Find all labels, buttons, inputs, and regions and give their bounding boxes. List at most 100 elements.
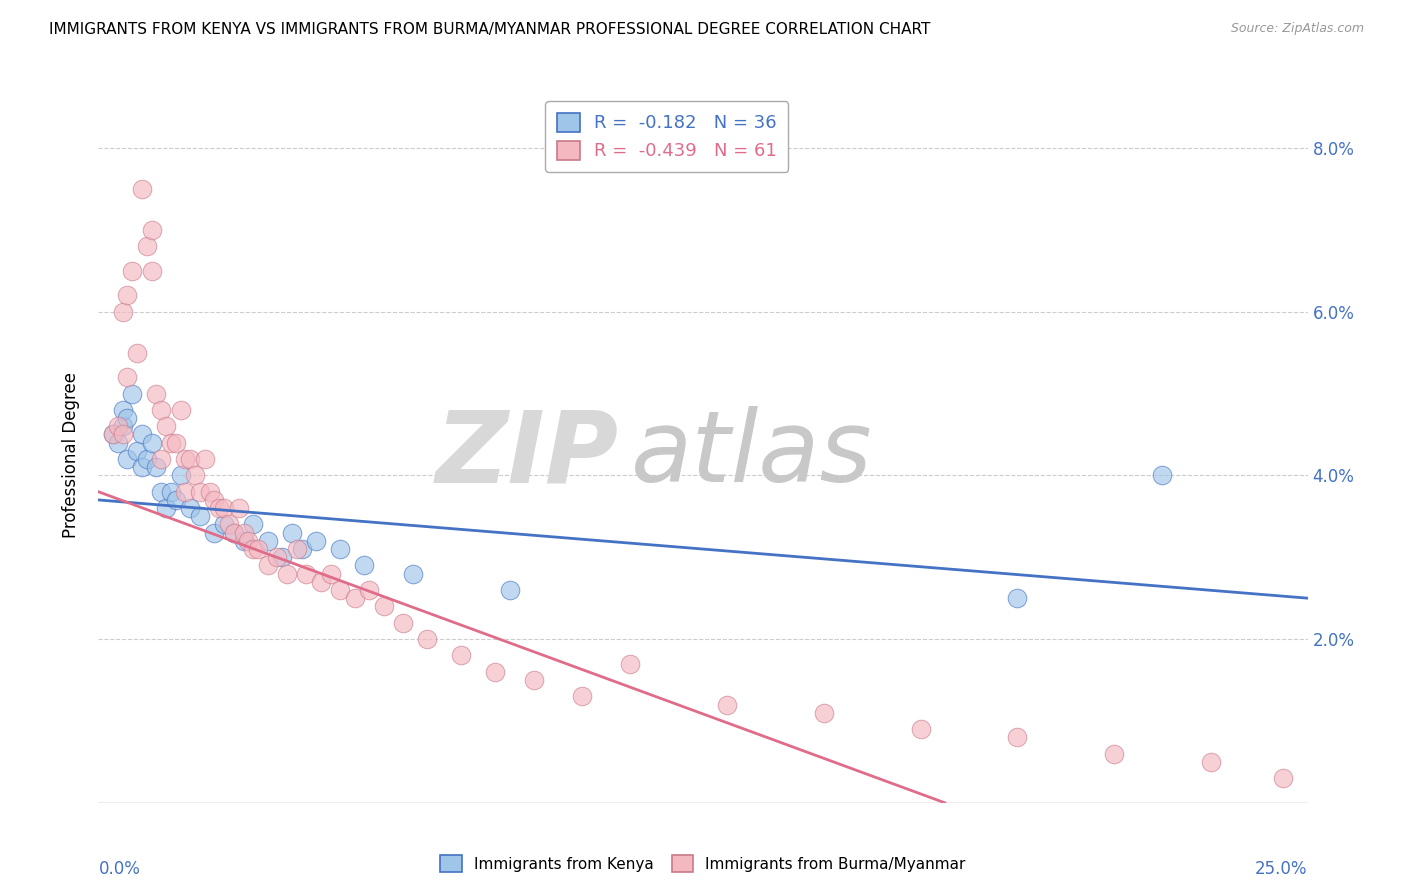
Point xyxy=(107,419,129,434)
Point xyxy=(121,386,143,401)
Point xyxy=(101,427,124,442)
Point xyxy=(150,452,173,467)
Text: 0.0%: 0.0% xyxy=(98,860,141,878)
Point xyxy=(1007,591,1029,606)
Point xyxy=(174,452,197,467)
Point xyxy=(169,403,191,417)
Point xyxy=(111,403,134,417)
Point xyxy=(242,517,264,532)
Point xyxy=(141,435,163,450)
Point xyxy=(402,566,425,581)
Point xyxy=(160,484,183,499)
Point xyxy=(145,386,167,401)
Point xyxy=(179,501,201,516)
Point xyxy=(285,542,308,557)
Point xyxy=(179,452,201,467)
Point xyxy=(204,525,226,540)
Point xyxy=(145,460,167,475)
Point xyxy=(107,435,129,450)
Point xyxy=(309,574,332,589)
Point xyxy=(111,304,134,318)
Point xyxy=(208,501,231,516)
Point xyxy=(135,239,157,253)
Point xyxy=(247,542,270,557)
Text: ZIP: ZIP xyxy=(436,407,619,503)
Point xyxy=(188,509,211,524)
Point xyxy=(392,615,415,630)
Point xyxy=(150,403,173,417)
Point xyxy=(329,542,352,557)
Point xyxy=(276,566,298,581)
Point xyxy=(373,599,395,614)
Point xyxy=(222,525,245,540)
Point xyxy=(141,264,163,278)
Point xyxy=(212,501,235,516)
Point xyxy=(1007,731,1029,745)
Point xyxy=(266,550,288,565)
Point xyxy=(232,525,254,540)
Point xyxy=(127,443,149,458)
Point xyxy=(165,435,187,450)
Point xyxy=(101,427,124,442)
Point xyxy=(155,419,177,434)
Point xyxy=(1272,771,1295,785)
Point xyxy=(716,698,738,712)
Point xyxy=(218,517,240,532)
Point xyxy=(484,665,506,679)
Point xyxy=(160,435,183,450)
Point xyxy=(523,673,546,687)
Point xyxy=(111,419,134,434)
Point xyxy=(222,525,245,540)
Text: 25.0%: 25.0% xyxy=(1256,860,1308,878)
Point xyxy=(131,460,153,475)
Y-axis label: Professional Degree: Professional Degree xyxy=(62,372,80,538)
Point xyxy=(910,722,932,736)
Point xyxy=(256,533,278,548)
Point xyxy=(165,492,187,507)
Point xyxy=(238,533,260,548)
Legend: Immigrants from Kenya, Immigrants from Burma/Myanmar: Immigrants from Kenya, Immigrants from B… xyxy=(433,847,973,880)
Point xyxy=(150,484,173,499)
Point xyxy=(155,501,177,516)
Text: atlas: atlas xyxy=(630,407,872,503)
Point xyxy=(141,223,163,237)
Point xyxy=(498,582,520,597)
Point xyxy=(188,484,211,499)
Point xyxy=(169,468,191,483)
Point xyxy=(271,550,294,565)
Point xyxy=(174,484,197,499)
Point xyxy=(359,582,381,597)
Point xyxy=(111,427,134,442)
Point xyxy=(1152,468,1174,483)
Point xyxy=(117,288,139,302)
Text: Source: ZipAtlas.com: Source: ZipAtlas.com xyxy=(1230,22,1364,36)
Point xyxy=(127,345,149,359)
Point xyxy=(242,542,264,557)
Legend: R =  -0.182   N = 36, R =  -0.439   N = 61: R = -0.182 N = 36, R = -0.439 N = 61 xyxy=(546,102,789,171)
Point xyxy=(1102,747,1125,761)
Point xyxy=(117,370,139,384)
Point xyxy=(184,468,207,483)
Point xyxy=(232,533,254,548)
Point xyxy=(204,492,226,507)
Point xyxy=(619,657,641,671)
Point xyxy=(290,542,312,557)
Text: IMMIGRANTS FROM KENYA VS IMMIGRANTS FROM BURMA/MYANMAR PROFESSIONAL DEGREE CORRE: IMMIGRANTS FROM KENYA VS IMMIGRANTS FROM… xyxy=(49,22,931,37)
Point xyxy=(1199,755,1222,769)
Point xyxy=(131,182,153,196)
Point xyxy=(813,706,835,720)
Point xyxy=(256,558,278,573)
Point xyxy=(135,452,157,467)
Point xyxy=(295,566,318,581)
Point xyxy=(450,648,472,663)
Point xyxy=(212,517,235,532)
Point xyxy=(305,533,328,548)
Point xyxy=(228,501,250,516)
Point xyxy=(117,452,139,467)
Point xyxy=(131,427,153,442)
Point xyxy=(281,525,304,540)
Point xyxy=(319,566,342,581)
Point xyxy=(353,558,375,573)
Point xyxy=(117,411,139,425)
Point xyxy=(198,484,221,499)
